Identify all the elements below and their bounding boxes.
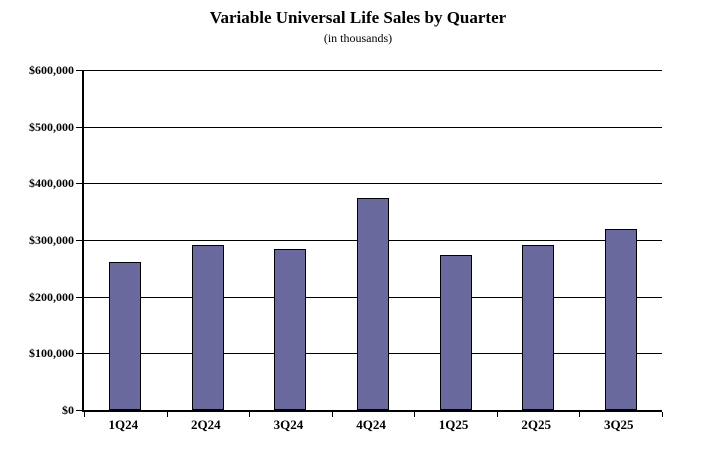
bar-slot [579, 70, 662, 410]
y-tick-label: $400,000 [29, 176, 74, 191]
bar-rect [274, 248, 307, 410]
x-tick-label: 2Q24 [191, 417, 221, 432]
y-tick-label: $600,000 [29, 63, 74, 77]
x-tick-label: 3Q24 [273, 417, 304, 432]
y-axis-tick [76, 296, 82, 298]
x-axis-tick [331, 412, 333, 417]
x-axis-tick [662, 412, 663, 417]
bar-rect [191, 245, 224, 410]
x-axis-labels: 1Q24 2Q24 3Q24 4Q24 1Q25 2Q25 3Q25 [82, 417, 660, 433]
x-tick-label: 1Q24 [108, 417, 139, 432]
bar-slot [84, 70, 167, 410]
bar-slot [332, 70, 415, 410]
x-axis-tick [84, 412, 85, 417]
bar-slot [414, 70, 497, 410]
y-axis-tick [76, 70, 82, 71]
bar-rect [522, 245, 555, 410]
bar-slot [497, 70, 580, 410]
y-tick-label: $300,000 [29, 233, 74, 247]
x-tick-label: 2Q25 [521, 417, 551, 432]
x-tick-label: 1Q25 [438, 417, 469, 432]
x-tick-label: 4Q24 [356, 417, 386, 432]
y-axis-tick [76, 353, 82, 355]
y-axis-tick [76, 183, 82, 185]
bar-rect [109, 261, 142, 410]
x-axis-tick [166, 412, 168, 417]
bar-series [84, 70, 662, 410]
bar-rect [357, 198, 390, 410]
y-tick-label: $200,000 [29, 289, 74, 304]
bar-slot [167, 70, 250, 410]
gridline [84, 126, 662, 128]
y-axis-tick [76, 240, 82, 241]
gridline [84, 70, 662, 71]
bar-rect [604, 229, 637, 410]
y-axis-tick [76, 410, 82, 411]
chart-subtitle: (in thousands) [323, 31, 393, 45]
bar-rect [439, 254, 472, 410]
x-tick-label: 3Q25 [603, 417, 634, 432]
bar-slot [249, 70, 332, 410]
y-axis-tick [76, 126, 82, 128]
x-axis-tick [496, 412, 498, 417]
y-tick-label: $0 [62, 403, 74, 417]
y-tick-label: $100,000 [29, 346, 74, 361]
chart-title: Variable Universal Life Sales by Quarter [209, 8, 507, 27]
x-axis-tick [414, 412, 416, 417]
plot-area [76, 70, 663, 417]
x-axis-tick [249, 412, 251, 417]
y-tick-label: $500,000 [29, 119, 74, 134]
gridline [84, 183, 662, 185]
x-axis-tick [579, 412, 581, 417]
y-axis-labels: $600,000 $500,000 $400,000 $300,000 $200… [0, 64, 74, 416]
